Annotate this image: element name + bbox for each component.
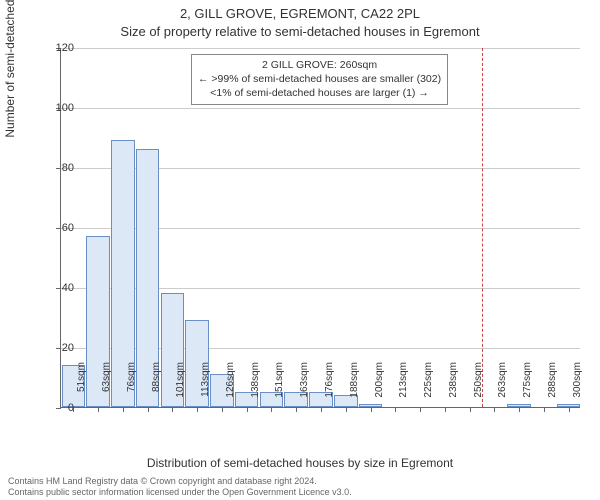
x-tick-label: 300sqm	[572, 362, 583, 412]
annotation-line3: <1% of semi-detached houses are larger (…	[198, 86, 441, 100]
x-tick-mark	[296, 407, 297, 412]
reference-line	[482, 48, 483, 407]
x-tick-mark	[395, 407, 396, 412]
x-axis-label: Distribution of semi-detached houses by …	[0, 456, 600, 470]
x-tick-mark	[247, 407, 248, 412]
x-tick-label: 238sqm	[448, 362, 459, 412]
y-tick-label: 60	[44, 222, 74, 234]
x-tick-mark	[148, 407, 149, 412]
footer-line1: Contains HM Land Registry data © Crown c…	[8, 476, 352, 487]
x-tick-mark	[494, 407, 495, 412]
chart-title-sub: Size of property relative to semi-detach…	[0, 24, 600, 39]
annotation-line2: ← >99% of semi-detached houses are small…	[198, 72, 441, 86]
chart-container: 2, GILL GROVE, EGREMONT, CA22 2PL Size o…	[0, 0, 600, 500]
y-tick-label: 0	[44, 402, 74, 414]
x-tick-label: 275sqm	[522, 362, 533, 412]
y-tick-label: 20	[44, 342, 74, 354]
x-tick-label: 225sqm	[423, 362, 434, 412]
x-tick-label: 200sqm	[374, 362, 385, 412]
gridline	[61, 108, 580, 109]
x-tick-mark	[123, 407, 124, 412]
x-tick-mark	[197, 407, 198, 412]
y-tick-label: 120	[44, 42, 74, 54]
x-tick-label: 213sqm	[398, 362, 409, 412]
y-tick-label: 40	[44, 282, 74, 294]
x-tick-mark	[470, 407, 471, 412]
annotation-box: 2 GILL GROVE: 260sqm ← >99% of semi-deta…	[191, 54, 448, 105]
x-tick-mark	[371, 407, 372, 412]
plot-area: 51sqm63sqm76sqm88sqm101sqm113sqm126sqm13…	[60, 48, 580, 408]
x-tick-mark	[172, 407, 173, 412]
footer-line2: Contains public sector information licen…	[8, 487, 352, 498]
x-tick-mark	[544, 407, 545, 412]
x-tick-mark	[321, 407, 322, 412]
x-tick-mark	[519, 407, 520, 412]
x-tick-mark	[98, 407, 99, 412]
annotation-line1: 2 GILL GROVE: 260sqm	[198, 58, 441, 72]
x-tick-mark	[445, 407, 446, 412]
gridline	[61, 48, 580, 49]
x-tick-mark	[346, 407, 347, 412]
x-tick-mark	[222, 407, 223, 412]
x-tick-mark	[420, 407, 421, 412]
chart-title-main: 2, GILL GROVE, EGREMONT, CA22 2PL	[0, 6, 600, 21]
x-tick-mark	[271, 407, 272, 412]
y-axis-label: Number of semi-detached properties	[3, 0, 17, 138]
x-tick-mark	[569, 407, 570, 412]
footer-text: Contains HM Land Registry data © Crown c…	[8, 476, 352, 498]
y-tick-label: 100	[44, 102, 74, 114]
y-tick-label: 80	[44, 162, 74, 174]
